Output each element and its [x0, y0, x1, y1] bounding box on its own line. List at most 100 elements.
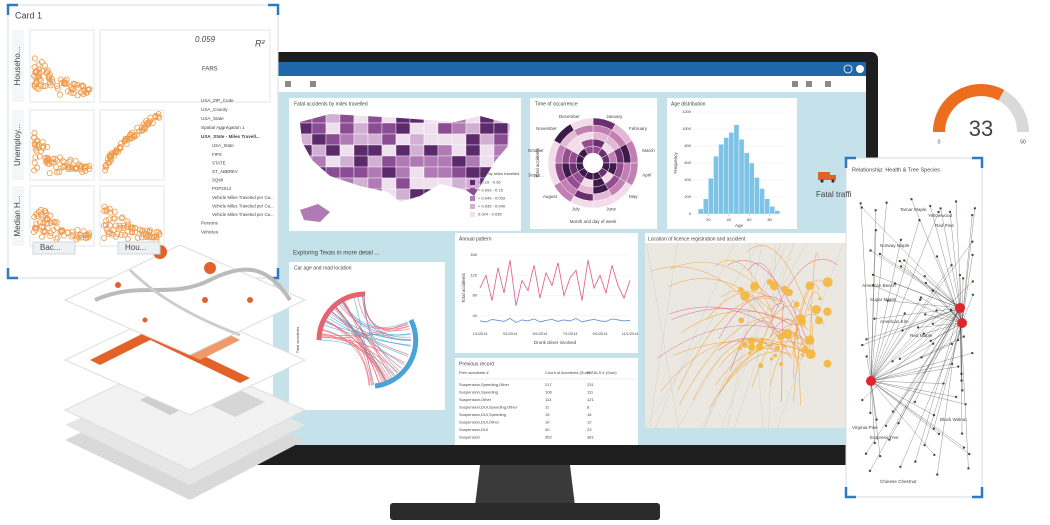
node	[920, 356, 922, 358]
field-item: Vehicle Miles Traveled per Ca...	[212, 203, 274, 208]
histogram-bar	[759, 189, 764, 215]
state-shape	[340, 134, 354, 145]
histogram-bar	[719, 144, 724, 214]
state-shape	[452, 167, 466, 178]
location-dot	[801, 353, 805, 357]
legend-swatch	[470, 204, 475, 209]
location-dot	[824, 360, 832, 368]
x-tick-label: 7/1/2014	[563, 332, 578, 336]
card-title: Car age and road location	[294, 265, 352, 271]
histogram-bar	[775, 211, 780, 214]
legend-label: > 0.049 - 0.093	[478, 196, 506, 201]
state-shape	[326, 156, 340, 167]
row-label: Unemploy...	[13, 124, 22, 166]
state-shape	[368, 167, 382, 178]
state-shape	[354, 123, 368, 134]
state-shape	[340, 145, 354, 156]
y-axis-label: Total accidents	[535, 147, 540, 178]
state-shape	[494, 123, 508, 134]
state-shape	[396, 167, 410, 178]
node	[971, 352, 973, 354]
x-axis-label: Month and day of week	[570, 219, 617, 224]
location-dot	[805, 335, 815, 345]
state-shape	[396, 156, 410, 167]
location-dot	[758, 340, 764, 346]
node	[873, 318, 875, 320]
legend-label: > 0.035 - 0.049	[478, 204, 506, 209]
node	[971, 254, 973, 256]
state-shape	[396, 189, 410, 200]
node	[950, 264, 952, 266]
state-shape	[312, 123, 326, 134]
state-shape	[438, 123, 452, 134]
node	[910, 198, 912, 200]
y-tick-label: 120	[470, 272, 477, 277]
state-shape	[452, 123, 466, 134]
node	[900, 239, 902, 241]
y-tick-label: 400	[684, 177, 691, 182]
basemap	[645, 243, 850, 428]
table-cell: Suspension,Speeding,Other	[459, 382, 510, 387]
node	[942, 382, 944, 384]
location-dot	[793, 333, 797, 337]
state-shape	[410, 123, 424, 134]
node	[935, 309, 937, 311]
state-shape	[480, 134, 494, 145]
location-dot	[801, 346, 808, 353]
monitor-base	[390, 503, 660, 520]
location-dot	[779, 362, 783, 366]
month-label: March	[642, 148, 655, 153]
x-tick-label: 40	[727, 217, 732, 222]
node	[914, 460, 916, 462]
y-axis-label: Total accidents	[461, 272, 466, 303]
node	[924, 275, 926, 277]
histogram-bar	[724, 138, 729, 215]
state-shape	[424, 156, 438, 167]
state-shape	[368, 134, 382, 145]
table-cell: 12	[587, 420, 592, 425]
user-icon[interactable]	[856, 65, 864, 73]
location-dot	[758, 363, 763, 368]
legend-title: Accidents by miles travelled	[470, 171, 519, 176]
x-tick-label: 80	[767, 217, 772, 222]
location-dot	[805, 281, 814, 290]
node	[879, 455, 881, 457]
histogram-bar	[703, 199, 708, 214]
node-label: Chinese Chestnut	[880, 479, 917, 484]
table-cell: 217	[545, 382, 552, 387]
table-cell: 40	[545, 427, 550, 432]
row-label: Househo...	[13, 47, 22, 86]
node	[865, 453, 867, 455]
month-label: February	[629, 126, 648, 131]
month-label: July	[572, 207, 581, 212]
state-shape	[480, 156, 494, 167]
field-item: USA_State	[212, 143, 234, 148]
node	[920, 296, 922, 298]
card-title: Time of occurrence	[535, 101, 578, 107]
node	[951, 363, 953, 365]
gauge-max: 50	[1020, 139, 1026, 145]
location-dot	[781, 286, 788, 293]
legend-swatch	[470, 180, 475, 185]
state-shape	[480, 145, 494, 156]
location-dot	[778, 333, 785, 340]
histogram-bar	[734, 125, 739, 214]
node-label: Virginia Pine	[852, 425, 878, 430]
state-shape	[466, 145, 480, 156]
table-cell: Suspension,Other	[459, 397, 492, 402]
dataset-item: Vehicles	[201, 230, 219, 235]
field-item: STATE	[212, 160, 226, 165]
state-shape	[340, 167, 354, 178]
gauge-min: 0	[938, 139, 941, 145]
node	[959, 274, 961, 276]
node	[967, 467, 969, 469]
card-title: Card 1	[15, 10, 42, 20]
y-tick-label: 800	[684, 143, 691, 148]
state-shape	[382, 145, 396, 156]
location-dot	[775, 345, 780, 350]
node	[885, 425, 887, 427]
table-cell: 10	[545, 420, 550, 425]
hub-node	[957, 318, 967, 328]
node	[865, 338, 867, 340]
node	[957, 365, 959, 367]
